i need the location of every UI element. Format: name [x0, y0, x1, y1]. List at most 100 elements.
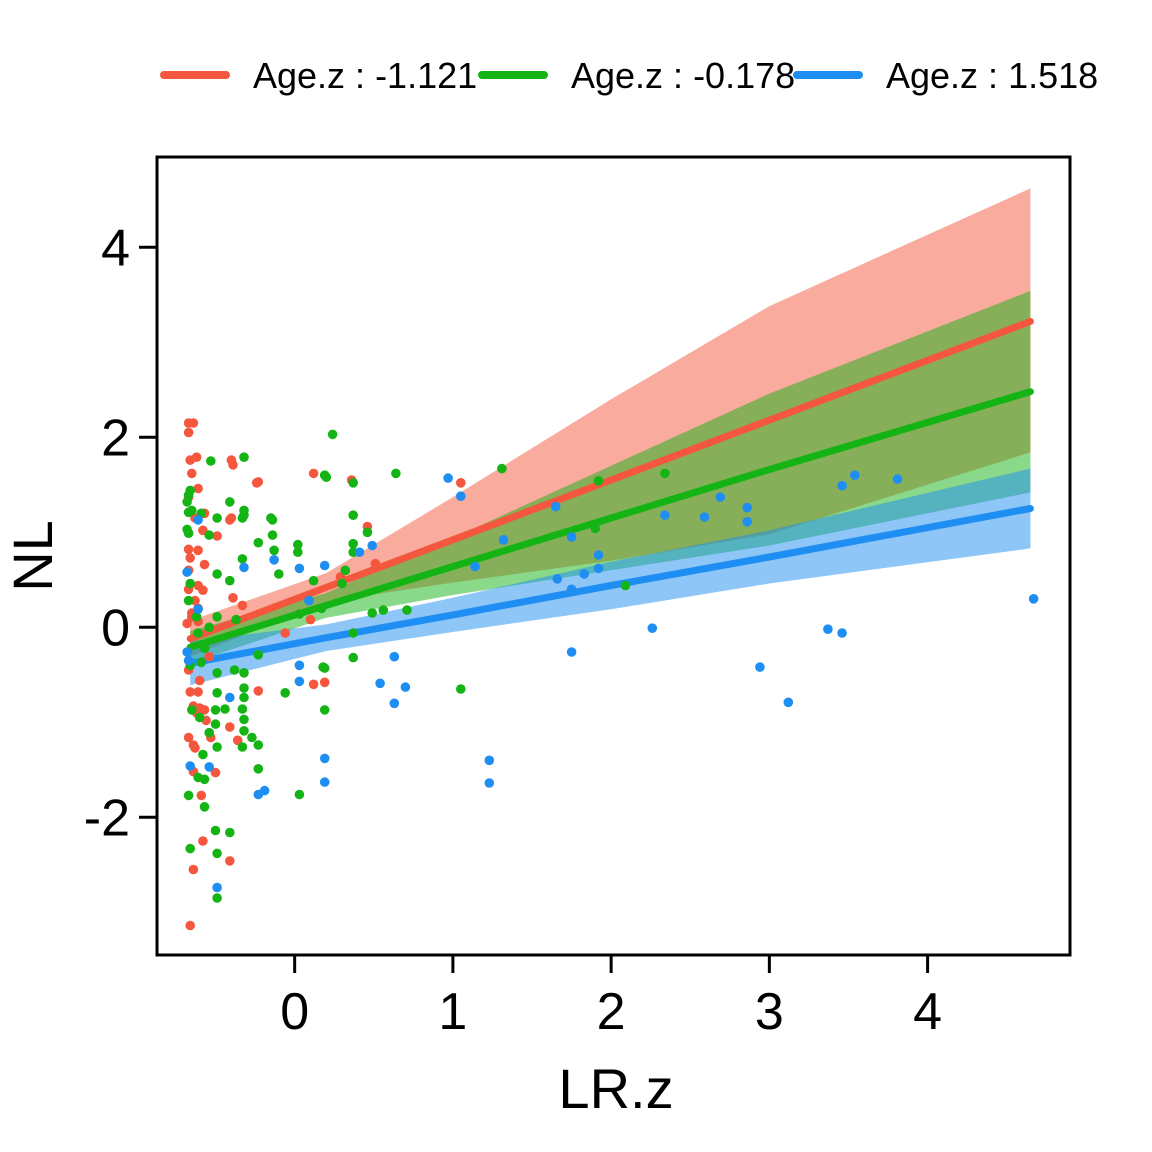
scatter-point: [210, 719, 221, 729]
scatter-point: [239, 714, 249, 725]
scatter-point: [370, 558, 381, 569]
scatter-point: [715, 492, 726, 502]
scatter-point: [206, 456, 216, 466]
scatter-point: [660, 468, 670, 479]
scatter-point: [304, 595, 314, 606]
scatter-point: [247, 732, 257, 743]
scatter-point: [239, 692, 249, 703]
scatter-point: [185, 761, 195, 771]
scatter-point: [566, 532, 577, 542]
scatter-point: [456, 478, 466, 488]
scatter-point: [212, 742, 222, 752]
scatter-point: [231, 614, 241, 625]
scatter-point: [566, 647, 577, 657]
scatter-point: [237, 513, 248, 523]
scatter-point: [316, 603, 327, 614]
scatter-point: [228, 460, 238, 470]
scatter-point: [199, 774, 210, 785]
x-tick-label: 0: [280, 983, 309, 1041]
point-series-2: [182, 470, 1039, 893]
scatter-point: [191, 612, 202, 622]
scatter-point: [823, 624, 833, 634]
scatter-point: [210, 767, 221, 778]
scatter-point: [185, 578, 195, 589]
scatter-point: [498, 535, 509, 545]
scatter-point: [294, 789, 305, 800]
scatter-point: [550, 501, 561, 512]
scatter-point: [552, 574, 563, 584]
scatter-point: [400, 682, 411, 692]
scatter-point: [193, 545, 203, 556]
scatter-point: [212, 893, 222, 903]
scatter-point: [212, 513, 222, 523]
axis-tick-labels: 0 1 2 3 4 -2 0 2 4: [84, 219, 942, 1041]
scatter-point: [375, 678, 385, 689]
scatter-point: [456, 684, 466, 694]
scatter-point: [237, 600, 248, 611]
scatter-point: [187, 705, 197, 715]
scatter-point: [755, 662, 765, 672]
scatter-point: [212, 668, 222, 678]
scatter-point: [456, 491, 466, 502]
scatter-point: [783, 697, 794, 708]
scatter-point: [187, 468, 197, 479]
scatter-point: [182, 497, 192, 507]
scatter-point: [253, 537, 264, 548]
scatter-point: [391, 468, 401, 479]
scatter-point: [319, 560, 330, 571]
scatter-point: [210, 705, 221, 715]
scatter-point: [193, 628, 203, 638]
scatter-point: [319, 753, 330, 764]
scatter-point: [253, 650, 264, 660]
legend-label-green: Age.z : -0.178: [571, 55, 795, 96]
scatter-point: [837, 628, 847, 638]
scatter-point: [212, 569, 222, 579]
scatter-point: [354, 547, 365, 557]
scatter-point: [274, 569, 284, 579]
scatter-point: [484, 755, 495, 766]
trend-line-0: [186, 317, 1034, 643]
scatter-point: [198, 836, 208, 846]
scatter-point: [294, 609, 305, 619]
scatter-point: [225, 575, 235, 586]
scatter-point: [212, 531, 222, 541]
scatter-point: [348, 652, 359, 663]
scatter-point: [253, 764, 264, 774]
scatter-point: [229, 665, 240, 675]
scatter-point: [269, 555, 279, 565]
scatter-point: [308, 468, 319, 479]
scatter-point: [470, 561, 480, 572]
scatter-point: [253, 740, 264, 750]
scatter-point: [293, 539, 303, 550]
scatter-point: [194, 712, 205, 723]
trend-line-2: [186, 505, 1034, 667]
scatter-point: [204, 622, 214, 633]
scatter-point: [443, 473, 453, 483]
scatter-point: [367, 540, 378, 551]
scatter-point: [590, 523, 601, 534]
scatter-point: [237, 742, 248, 752]
scatter-point: [402, 605, 412, 615]
scatter-point: [183, 427, 194, 438]
point-series-1: [182, 429, 670, 903]
scatter-point: [188, 864, 199, 875]
scatter-point: [348, 510, 359, 520]
scatter-point: [225, 827, 235, 838]
scatter-point: [199, 643, 210, 653]
scatter-point: [267, 515, 278, 525]
scatter-point: [210, 825, 221, 836]
scatter-point: [193, 483, 203, 494]
confidence-ribbon-2: [190, 468, 1031, 686]
scatter-point: [308, 575, 319, 586]
y-axis-title: NL: [1, 520, 64, 592]
x-axis-title: LR.z: [558, 1057, 673, 1120]
scatter-point: [212, 688, 222, 698]
scatter-point: [225, 515, 235, 525]
scatter-point: [319, 470, 330, 481]
scatter-point: [293, 547, 303, 557]
scatter-point: [269, 545, 279, 556]
scatter-point: [308, 679, 319, 690]
scatter-point: [660, 510, 670, 520]
legend-label-red: Age.z : -1.121: [253, 55, 477, 96]
